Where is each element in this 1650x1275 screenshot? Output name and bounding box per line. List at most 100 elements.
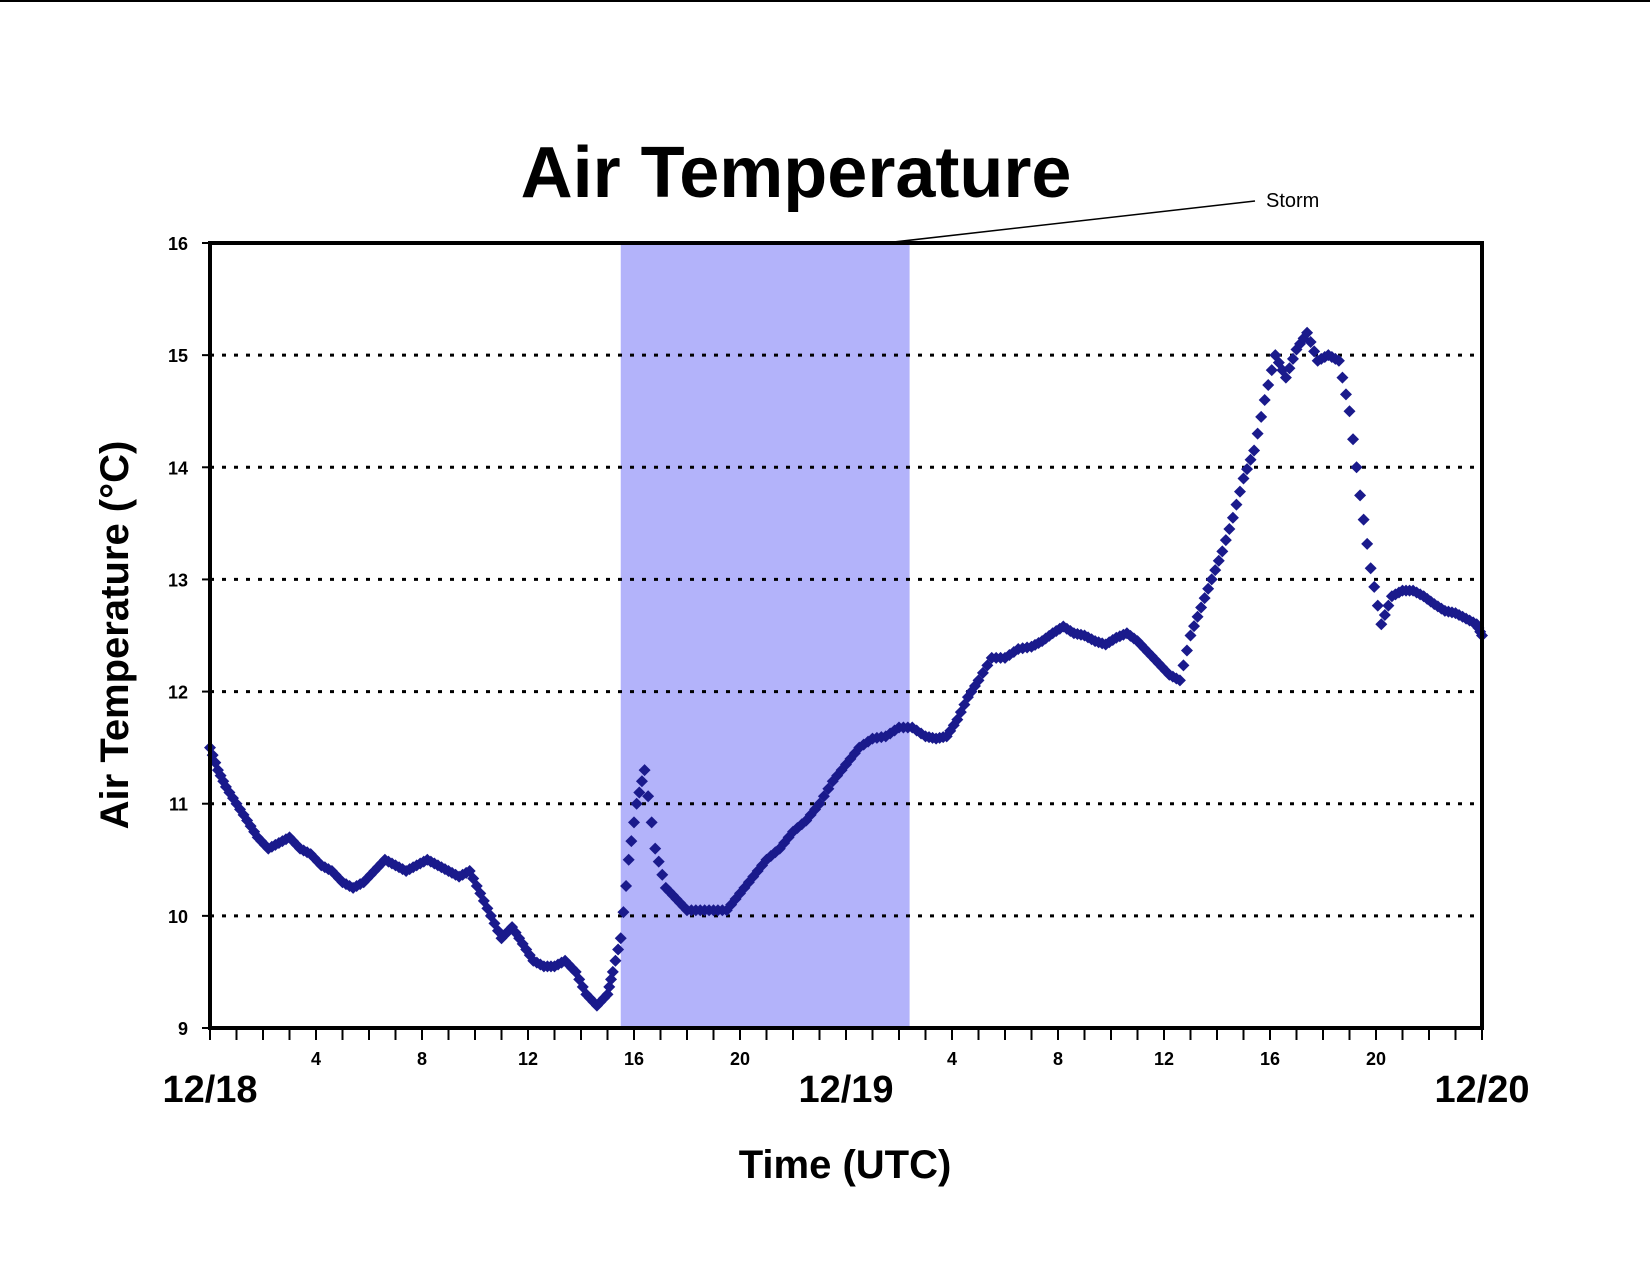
data-point — [645, 816, 658, 829]
x-tick-label: 20 — [730, 1049, 750, 1069]
data-point — [1241, 463, 1254, 476]
x-tick-label: 12 — [1154, 1049, 1174, 1069]
x-tick-label: 20 — [1366, 1049, 1386, 1069]
data-point — [1209, 564, 1222, 577]
storm-annotation-line — [885, 200, 1256, 244]
y-axis-title: Air Temperature (°C) — [93, 441, 137, 830]
data-point — [612, 943, 625, 956]
data-point — [1332, 354, 1345, 367]
data-point — [642, 790, 655, 803]
data-point — [625, 835, 638, 848]
data-point — [628, 816, 640, 829]
data-point — [1184, 629, 1197, 642]
top-rule — [0, 0, 1650, 2]
y-tick-label: 9 — [178, 1019, 188, 1039]
y-axis-ticks: 9 10 11 12 13 14 15 16 — [168, 234, 210, 1039]
data-point — [1339, 388, 1352, 401]
x-tick-label: 4 — [311, 1049, 321, 1069]
x-tick-label: 16 — [1260, 1049, 1280, 1069]
data-point — [1216, 545, 1229, 558]
data-point — [1195, 601, 1208, 614]
y-tick-label: 13 — [168, 570, 188, 590]
data-point — [1248, 444, 1261, 457]
data-point — [1255, 410, 1268, 423]
x-tick-label: 12 — [518, 1049, 538, 1069]
data-point — [1202, 582, 1215, 595]
data-point — [1301, 326, 1314, 339]
x-axis-title: Time (UTC) — [739, 1143, 952, 1187]
data-point — [638, 764, 651, 777]
data-point — [1375, 618, 1388, 631]
data-point — [633, 786, 646, 799]
y-tick-label: 11 — [169, 795, 188, 815]
data-point — [1343, 405, 1356, 418]
data-point — [1304, 336, 1317, 349]
data-point — [1226, 511, 1239, 524]
data-point — [1212, 554, 1225, 567]
grid-lines — [210, 353, 1482, 918]
data-point — [1286, 352, 1299, 365]
data-point — [614, 932, 627, 945]
y-tick-label: 12 — [168, 683, 188, 703]
data-point — [1357, 513, 1370, 526]
data-points — [204, 326, 1488, 1012]
data-point — [1188, 620, 1201, 633]
data-point — [652, 855, 665, 868]
data-point — [1371, 599, 1384, 612]
plot-frame — [208, 241, 1484, 1030]
x-axis-ticks: 4 8 12 16 20 4 8 12 16 20 12/18 12/19 12/20 — [162, 1028, 1530, 1111]
data-point — [1219, 534, 1232, 547]
data-point — [1223, 522, 1236, 535]
data-point — [1237, 472, 1250, 485]
data-point — [606, 965, 619, 978]
chart-title: Air Temperature — [521, 133, 1072, 213]
data-point — [609, 954, 622, 967]
data-point — [1262, 379, 1275, 392]
data-point — [1180, 644, 1193, 657]
data-point — [1258, 394, 1271, 406]
y-tick-label: 15 — [168, 346, 188, 366]
data-point — [620, 879, 633, 892]
storm-annotation-label: Storm — [1266, 190, 1319, 212]
data-point — [1350, 461, 1363, 474]
date-label: 12/18 — [162, 1069, 257, 1111]
data-point — [1283, 362, 1296, 375]
data-point — [1336, 371, 1349, 384]
data-point — [1265, 364, 1278, 377]
data-point — [1191, 610, 1204, 623]
x-tick-label: 16 — [624, 1049, 644, 1069]
data-point — [635, 775, 648, 788]
date-label: 12/19 — [798, 1069, 893, 1111]
data-point — [1230, 498, 1243, 511]
y-tick-label: 16 — [168, 234, 188, 254]
y-tick-label: 14 — [168, 458, 188, 478]
data-point — [630, 797, 643, 810]
data-point — [1198, 592, 1211, 605]
data-point — [1347, 433, 1360, 446]
data-point — [1205, 573, 1218, 586]
y-tick-label: 10 — [168, 907, 188, 927]
date-label: 12/20 — [1434, 1069, 1529, 1111]
data-point — [1354, 489, 1367, 502]
x-tick-label: 4 — [947, 1049, 957, 1069]
data-point — [1279, 371, 1292, 384]
data-point — [656, 868, 669, 881]
data-point — [1233, 485, 1246, 498]
storm-shaded-band — [620, 243, 910, 1028]
x-tick-label: 8 — [417, 1049, 427, 1069]
data-point — [1177, 659, 1190, 672]
x-tick-label: 8 — [1053, 1049, 1063, 1069]
data-point — [1308, 345, 1321, 358]
data-point — [1251, 427, 1264, 440]
data-point — [1244, 453, 1257, 466]
data-point — [617, 906, 630, 919]
data-point — [1361, 537, 1374, 550]
data-point — [1378, 608, 1391, 621]
data-point — [649, 842, 662, 855]
data-point — [1173, 674, 1186, 687]
data-point — [1364, 562, 1377, 575]
data-point — [1368, 580, 1381, 593]
data-point — [622, 853, 635, 866]
data-point — [1382, 599, 1395, 612]
